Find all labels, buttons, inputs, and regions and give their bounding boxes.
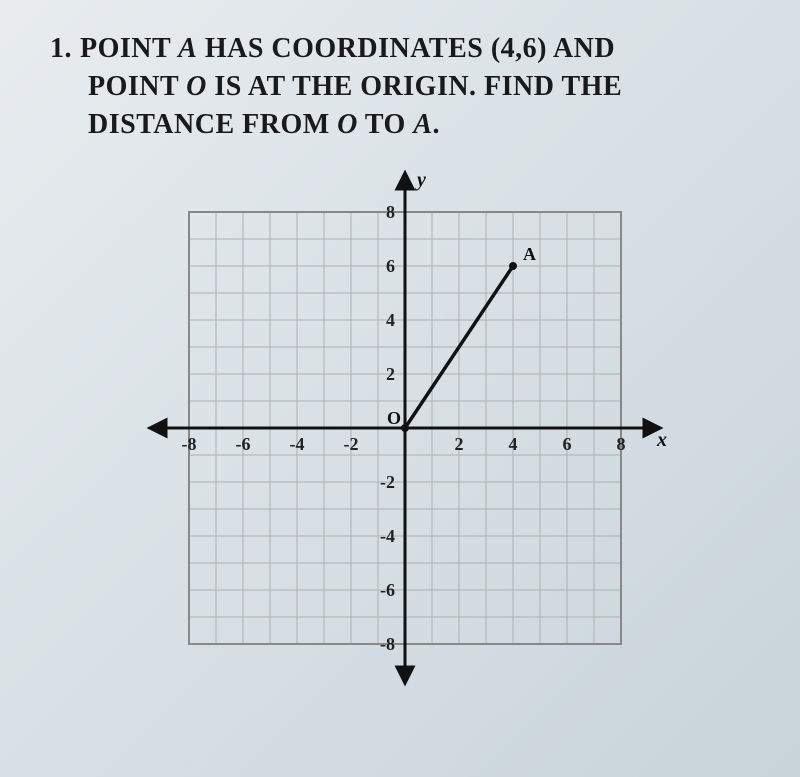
svg-text:4: 4 — [386, 310, 395, 330]
question-number: 1. — [50, 30, 72, 68]
svg-text:O: O — [387, 408, 401, 428]
svg-text:6: 6 — [563, 434, 572, 454]
svg-text:-8: -8 — [182, 434, 197, 454]
question-text: 1.POINT A HAS COORDINATES (4,6) AND POIN… — [50, 30, 760, 143]
svg-text:2: 2 — [386, 364, 395, 384]
svg-text:x: x — [656, 429, 667, 451]
svg-text:-4: -4 — [290, 434, 305, 454]
coordinate-grid: -8-6-4-22468-8-6-4-22468yxOA — [125, 153, 685, 723]
svg-text:-2: -2 — [344, 434, 359, 454]
svg-text:-2: -2 — [380, 472, 395, 492]
svg-text:8: 8 — [386, 202, 395, 222]
svg-text:4: 4 — [509, 434, 518, 454]
svg-text:y: y — [415, 169, 426, 191]
svg-text:-6: -6 — [380, 580, 395, 600]
svg-text:-4: -4 — [380, 526, 395, 546]
svg-text:A: A — [523, 244, 536, 264]
svg-text:8: 8 — [617, 434, 626, 454]
svg-text:6: 6 — [386, 256, 395, 276]
svg-text:2: 2 — [455, 434, 464, 454]
svg-text:-8: -8 — [380, 634, 395, 654]
svg-text:-6: -6 — [236, 434, 251, 454]
